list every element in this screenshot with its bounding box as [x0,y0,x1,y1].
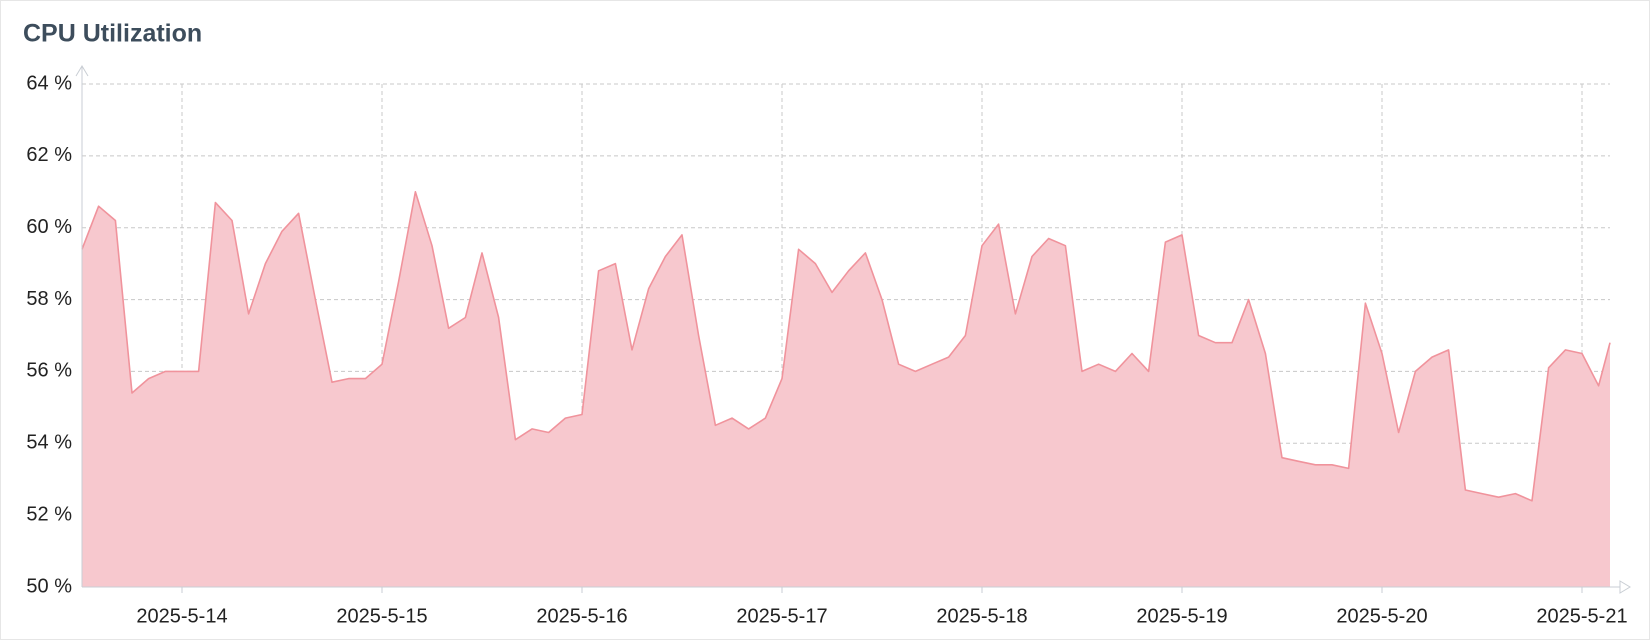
x-tick-label: 2025-5-16 [536,605,627,627]
x-tick-label: 2025-5-21 [1536,605,1627,627]
x-tick-label: 2025-5-14 [136,605,227,627]
y-tick-label: 62 % [26,144,72,166]
y-tick-label: 64 % [26,72,72,94]
chart-title: CPU Utilization [23,20,202,48]
y-tick-label: 60 % [26,216,72,238]
plot [81,191,1611,588]
y-tick-label: 50 % [26,575,72,597]
x-axis-arrow [1619,580,1631,594]
y-tick-label: 56 % [26,360,72,382]
area [82,191,1610,588]
axes [75,65,1631,594]
y-tick-label: 52 % [26,503,72,525]
x-tick-label: 2025-5-18 [936,605,1027,627]
y-tick-label: 58 % [26,288,72,310]
y-tick-label: 54 % [26,432,72,454]
line [81,191,1611,502]
x-tick-label: 2025-5-20 [1336,605,1427,627]
y-axis-arrow [75,65,89,77]
x-tick-label: 2025-5-17 [736,605,827,627]
x-tick-label: 2025-5-15 [336,605,427,627]
x-tick-label: 2025-5-19 [1136,605,1227,627]
